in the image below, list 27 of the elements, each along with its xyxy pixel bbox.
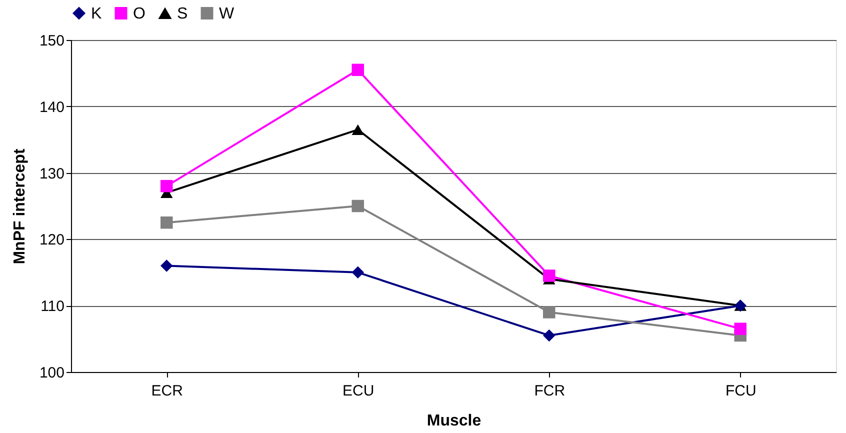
- point: [160, 180, 173, 192]
- point: [352, 124, 364, 135]
- y-tick-label: 130: [39, 165, 64, 182]
- legend-label: O: [133, 5, 146, 22]
- y-tick-label: 140: [39, 98, 64, 116]
- point: [543, 306, 556, 318]
- point: [734, 322, 746, 335]
- point: [160, 216, 173, 229]
- y-tick-label: 110: [40, 298, 64, 316]
- point: [543, 329, 556, 342]
- legend-label: K: [91, 5, 102, 22]
- y-tick-label: 120: [39, 232, 64, 249]
- y-tick-label: 150: [39, 32, 64, 50]
- legend-label: W: [219, 5, 235, 22]
- point: [352, 266, 364, 279]
- x-tick-label: ECU: [342, 382, 374, 400]
- x-tick-label: ECR: [151, 382, 184, 400]
- x-axis-title: Muscle: [426, 412, 482, 430]
- x-tick-label: FCU: [725, 382, 756, 400]
- point: [352, 200, 364, 212]
- y-tick-label: 100: [39, 364, 64, 382]
- point: [160, 260, 173, 272]
- legend-label: S: [177, 6, 188, 22]
- point: [543, 270, 556, 282]
- y-axis-title: MnPF intercept: [11, 148, 28, 264]
- point: [352, 64, 364, 76]
- x-tick-label: FCR: [534, 382, 566, 400]
